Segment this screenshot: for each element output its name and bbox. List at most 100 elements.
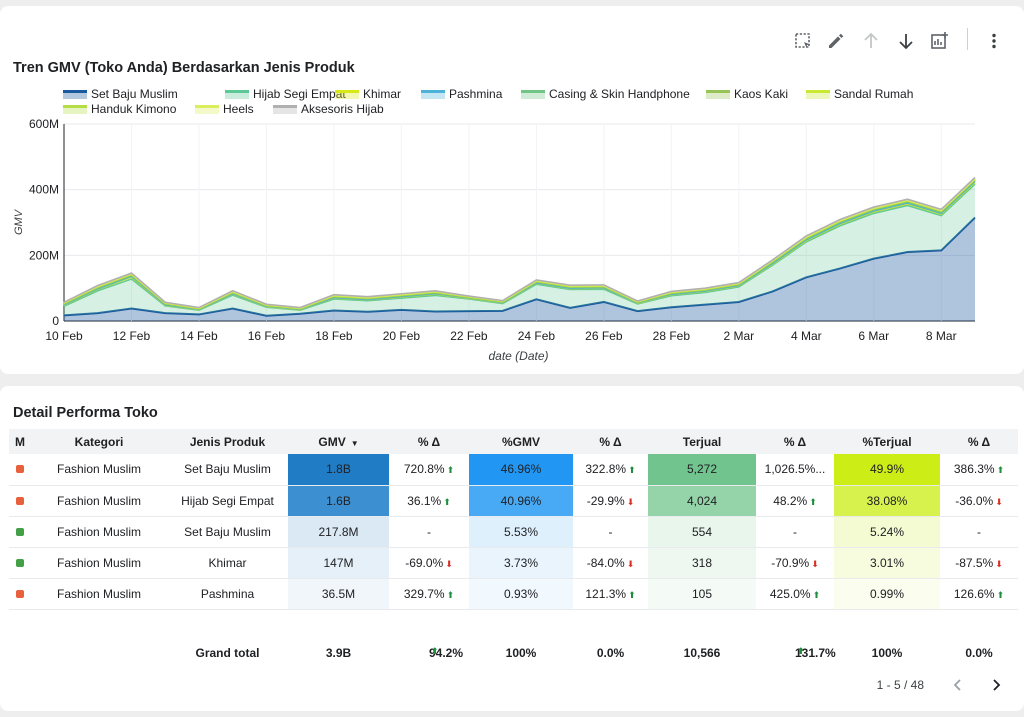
table-row[interactable]: Fashion Muslim Khimar 147M -69.0% ⬇ 3.73% -84.… xyxy=(9,547,1018,579)
col-header-pct-terjual[interactable]: %Terjual xyxy=(834,429,940,454)
pct-gmv-delta-cell: -84.0% ⬇ xyxy=(573,547,648,579)
legend-swatch xyxy=(421,89,445,99)
col-header-terjual-delta[interactable]: % Δ xyxy=(756,429,834,454)
terjual-cell: 105 xyxy=(648,578,756,610)
arrow-up-icon[interactable] xyxy=(857,24,885,58)
gmv-cell-value: 36.5M xyxy=(321,586,356,601)
legend-label: Hijab Segi Empat xyxy=(253,87,346,101)
more-vert-icon[interactable] xyxy=(980,24,1008,58)
chart-toolbar xyxy=(764,24,1024,58)
x-tick-label: 4 Mar xyxy=(791,329,822,343)
edit-icon[interactable] xyxy=(822,24,850,58)
legend-label: Sandal Rumah xyxy=(834,87,914,101)
pct-gmv-delta-cell: 322.8% ⬆ xyxy=(573,454,648,486)
gmv-cell-value: 1.6B xyxy=(326,493,351,508)
gmv-cell: 147M xyxy=(288,547,389,579)
x-tick-label: 6 Mar xyxy=(858,329,889,343)
pct-gmv-delta-cell-value: -84.0% xyxy=(586,555,625,570)
arrow-down-icon: ⬇ xyxy=(626,496,635,507)
arrow-up-icon: ⬆ xyxy=(996,589,1005,600)
grand-total-pct-gmv: 100% xyxy=(505,646,537,660)
toolbar-divider xyxy=(967,28,968,50)
table-header-row: M Kategori Jenis Produk GMV ▼ % Δ %GMV % … xyxy=(9,429,1018,454)
pct-gmv-delta-cell: - xyxy=(573,516,648,548)
table-row[interactable]: Fashion Muslim Hijab Segi Empat 1.6B 36.1% ⬆… xyxy=(9,485,1018,517)
jenis-produk-cell: Set Baju Muslim xyxy=(167,454,288,486)
col-header-m[interactable]: M xyxy=(9,429,31,454)
green-leaf-icon xyxy=(16,527,24,536)
col-header-jenis-produk[interactable]: Jenis Produk xyxy=(167,429,288,454)
legend-swatch xyxy=(63,104,87,114)
next-page-icon[interactable] xyxy=(982,674,1010,696)
x-tick-label: 2 Mar xyxy=(723,329,754,343)
area-chart: 0 200M 400M 600M 10 Feb 12 Feb 14 Feb 16 Feb 18 … xyxy=(13,117,976,363)
terjual-cell-value: 5,272 xyxy=(686,462,718,477)
x-tick-label: 22 Feb xyxy=(450,329,488,343)
legend-item[interactable]: Kaos Kaki xyxy=(706,86,788,102)
legend-swatch xyxy=(335,89,359,99)
pct-gmv-delta-cell-value: 322.8% xyxy=(585,462,627,477)
x-tick-label: 26 Feb xyxy=(585,329,623,343)
chart-add-icon[interactable] xyxy=(926,24,954,58)
legend-label: Kaos Kaki xyxy=(734,87,789,101)
gmv-delta-cell: 329.7% ⬆ xyxy=(389,578,469,610)
series-area xyxy=(64,184,975,316)
select-area-icon[interactable] xyxy=(789,24,817,58)
legend-label: Handuk Kimono xyxy=(91,102,177,116)
terjual-delta-cell-value: 1,026.5%... xyxy=(764,462,826,477)
legend-item[interactable]: Casing & Skin Handphone xyxy=(521,86,690,102)
table-row[interactable]: Fashion Muslim Pashmina 36.5M 329.7% ⬆ 0.93% 1… xyxy=(9,578,1018,610)
legend-item[interactable]: Set Baju Muslim xyxy=(63,86,178,102)
jenis-produk-cell-value: Khimar xyxy=(208,555,247,570)
pct-terjual-delta-cell-value: - xyxy=(977,524,981,539)
col-header-kategori[interactable]: Kategori xyxy=(31,429,167,454)
pct-gmv-cell: 5.53% xyxy=(469,516,573,548)
col-header-gmv-label: GMV xyxy=(318,434,346,449)
kategori-cell: Fashion Muslim xyxy=(31,547,167,579)
pct-terjual-cell-value: 5.24% xyxy=(869,524,905,539)
table-row[interactable]: Fashion Muslim Set Baju Muslim 217.8M - 5.53… xyxy=(9,516,1018,548)
kategori-cell-value: Fashion Muslim xyxy=(56,586,142,601)
arrow-up-icon: ⬆ xyxy=(446,465,455,476)
performance-table: M Kategori Jenis Produk GMV ▼ % Δ %GMV % … xyxy=(9,429,1018,610)
prev-page-icon[interactable] xyxy=(944,674,972,696)
legend-label: Aksesoris Hijab xyxy=(301,102,384,116)
chart-title: Tren GMV (Toko Anda) Berdasarkan Jenis P… xyxy=(13,60,355,76)
table-row[interactable]: Fashion Muslim Set Baju Muslim 1.8B 720.8% ⬆… xyxy=(9,454,1018,486)
legend-item[interactable]: Hijab Segi Empat xyxy=(225,86,346,102)
pct-gmv-cell: 0.93% xyxy=(469,578,573,610)
legend-label: Set Baju Muslim xyxy=(91,87,178,101)
arrow-down-icon: ⬇ xyxy=(445,558,453,569)
series-line xyxy=(63,216,976,317)
terjual-delta-cell: 425.0% ⬆ xyxy=(756,578,834,610)
terjual-cell: 318 xyxy=(648,547,756,579)
arrow-up-icon: ⬆ xyxy=(812,589,821,600)
terjual-cell: 5,272 xyxy=(648,454,756,486)
col-header-pct-gmv[interactable]: %GMV xyxy=(469,429,573,454)
col-header-pct-terjual-delta[interactable]: % Δ xyxy=(940,429,1018,454)
legend-item[interactable]: Handuk Kimono xyxy=(63,101,176,117)
pct-gmv-delta-cell: 121.3% ⬆ xyxy=(573,578,648,610)
gmv-cell-value: 217.8M xyxy=(318,524,359,539)
col-header-pct-gmv-delta[interactable]: % Δ xyxy=(573,429,648,454)
legend-item[interactable]: Sandal Rumah xyxy=(806,86,913,102)
legend-item[interactable]: Khimar xyxy=(335,86,401,102)
x-tick-label: 12 Feb xyxy=(113,329,151,343)
grand-total-terjual: 10,566 xyxy=(683,646,721,660)
grand-total-row: Grand total 3.9B 94.2% ⬆ 100% 0.0% 10,566… xyxy=(9,646,1018,666)
jenis-produk-cell: Pashmina xyxy=(167,578,288,610)
col-header-gmv-delta[interactable]: % Δ xyxy=(389,429,469,454)
pct-terjual-delta-cell: -87.5% ⬇ xyxy=(940,547,1018,579)
arrow-down-icon[interactable] xyxy=(892,24,920,58)
col-header-terjual[interactable]: Terjual xyxy=(648,429,756,454)
pct-gmv-delta-cell: -29.9% ⬇ xyxy=(573,485,648,517)
legend-item[interactable]: Heels xyxy=(195,101,254,117)
col-header-gmv[interactable]: GMV ▼ xyxy=(288,429,389,454)
gmv-delta-cell-value: 329.7% xyxy=(403,586,445,601)
legend-item[interactable]: Pashmina xyxy=(421,86,502,102)
row-type-cell xyxy=(9,454,31,486)
legend-item[interactable]: Aksesoris Hijab xyxy=(273,101,384,117)
arrow-up-icon: ⬆ xyxy=(628,465,636,476)
red-bag-icon xyxy=(16,589,24,598)
terjual-cell: 4,024 xyxy=(648,485,756,517)
